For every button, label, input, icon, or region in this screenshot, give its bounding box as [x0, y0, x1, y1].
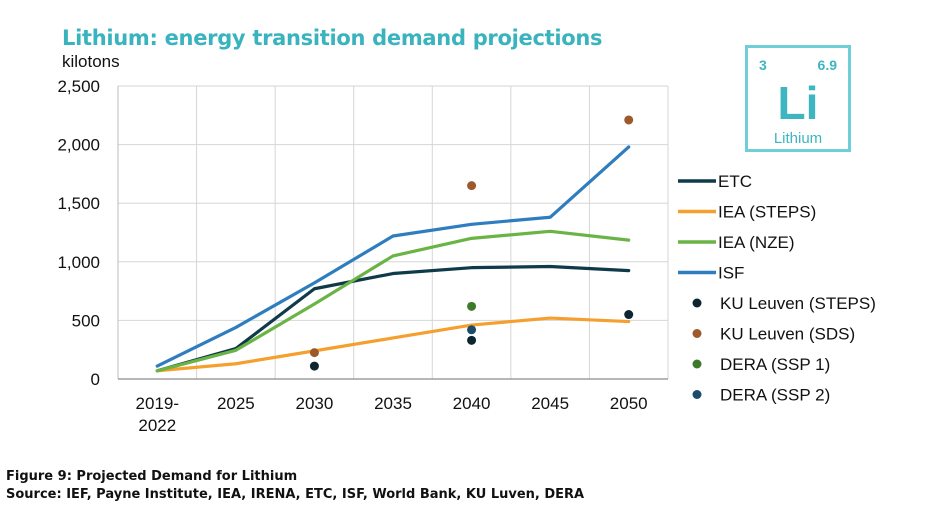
legend-swatch-marker [692, 359, 702, 369]
figure-source: Source: IEF, Payne Institute, IEA, IRENA… [6, 487, 585, 502]
lithium-element-tile: 3 6.9 Li Lithium [745, 45, 851, 152]
series-line-iea-nze [155, 229, 631, 373]
point-ku-leuven-steps [309, 361, 319, 371]
legend-swatch-marker [692, 298, 702, 308]
element-symbol: Li [777, 77, 819, 129]
y-tick-label: 0 [91, 370, 100, 389]
legend-swatch-marker [692, 390, 702, 399]
legend-label: KU Leuven (STEPS) [720, 294, 876, 313]
legend-label: DERA (SSP 1) [720, 355, 830, 374]
x-tick-label-line: 2035 [374, 394, 412, 413]
point-dera-ssp-2 [467, 325, 477, 335]
x-tick-label-line: 2040 [453, 394, 491, 413]
point-ku-leuven-sds [467, 181, 477, 191]
x-tick-label: 2035 [374, 394, 412, 413]
atomic-mass: 6.9 [817, 57, 837, 73]
x-tick-label: 2050 [610, 394, 648, 413]
y-tick-label: 1,500 [57, 194, 100, 213]
x-tick-label: 2025 [217, 394, 255, 413]
point-ku-leuven-sds [309, 348, 319, 358]
legend-label: KU Leuven (SDS) [720, 325, 855, 344]
series-line-iea-steps [155, 316, 631, 373]
legend-label: ETC [718, 172, 752, 191]
element-name: Lithium [773, 130, 823, 147]
y-tick-label: 1,000 [57, 253, 100, 272]
x-tick-label-line: 2030 [296, 394, 334, 413]
x-tick-label-line: 2050 [610, 394, 648, 413]
chart-title: Lithium: energy transition demand projec… [62, 26, 603, 50]
x-tick-label: 2040 [453, 394, 491, 413]
legend-label: ISF [718, 264, 744, 283]
legend-label: DERA (SSP 2) [720, 386, 830, 405]
y-tick-label: 2,000 [57, 136, 100, 155]
point-ku-leuven-sds [624, 115, 634, 125]
y-tick-label: 500 [72, 311, 100, 330]
atomic-number: 3 [759, 57, 767, 73]
legend-label: IEA (STEPS) [718, 203, 816, 222]
x-tick-label: 2045 [531, 394, 569, 413]
x-tick-label-line: 2045 [531, 394, 569, 413]
figure-label: Figure 9: Projected Demand for Lithium [6, 469, 298, 484]
legend-label: IEA (NZE) [718, 233, 795, 252]
point-dera-ssp-1 [467, 301, 477, 311]
x-tick-label: 2030 [296, 394, 334, 413]
x-tick-label-line: 2025 [217, 394, 255, 413]
series-line-isf [155, 145, 631, 368]
legend-swatch-marker [692, 329, 702, 338]
x-tick-label-line: 2022 [138, 416, 176, 435]
x-tick-label-line: 2019- [136, 394, 179, 413]
point-ku-leuven-steps [467, 335, 477, 345]
figure-caption: Figure 9: Projected Demand for Lithium S… [6, 468, 584, 504]
point-ku-leuven-steps [624, 310, 634, 320]
x-tick-label: 2019- 2022 [136, 394, 179, 435]
y-tick-label: 2,500 [57, 77, 100, 96]
y-axis-unit-label: kilotons [62, 52, 120, 71]
